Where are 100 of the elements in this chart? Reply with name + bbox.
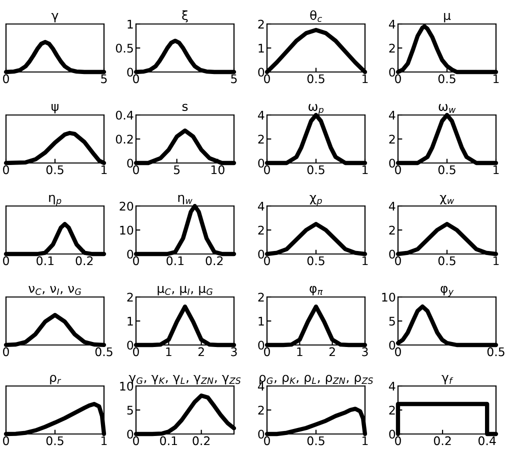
y-tick-label: 2 <box>389 134 395 144</box>
x-tick-label: 0.5 <box>307 256 324 266</box>
chart-title: χ$_{p}$ <box>310 194 322 206</box>
y-tick-label: 1 <box>258 44 264 52</box>
y-tick-label: 0 <box>258 158 264 168</box>
y-tick-label: 4 <box>388 202 396 210</box>
x-tick-label: 1 <box>362 74 368 84</box>
x-tick-label: 0.4 <box>478 436 496 446</box>
x-tick-label: 1 <box>494 74 499 84</box>
x-tick-label: 1 <box>102 436 107 446</box>
y-tick-label: 2 <box>258 292 264 302</box>
y-tick-label: 5 <box>127 406 133 415</box>
y-tick-label: 2 <box>389 406 395 414</box>
y-tick-label: 0.5 <box>116 44 133 53</box>
y-tick-label: 2 <box>258 20 264 28</box>
y-tick-label: 2 <box>258 226 264 234</box>
x-tick-label: 3 <box>231 347 237 356</box>
y-tick-label: 1 <box>258 316 264 326</box>
y-tick-label: 2 <box>389 226 395 234</box>
x-tick-label: 0.2 <box>76 256 93 266</box>
x-tick-label: 0 <box>3 256 9 266</box>
y-tick-label: 0 <box>258 250 264 259</box>
y-tick-label: 2 <box>389 44 395 52</box>
y-tick-label: 0 <box>389 340 396 350</box>
y-tick-label: 2 <box>258 406 264 414</box>
chart-title: γ$_{f}$ <box>442 374 454 384</box>
x-tick-label: 0.5 <box>46 436 64 446</box>
x-tick-label: 0.1 <box>36 256 54 266</box>
y-tick-label: 1 <box>128 316 133 326</box>
x-tick-label: 0.2 <box>206 256 223 266</box>
y-tick-label: 10 <box>120 226 134 235</box>
y-tick-label: 0 <box>258 340 264 350</box>
y-tick-label: 0 <box>127 158 134 168</box>
chart-title: ω$_{w}$ <box>438 104 456 113</box>
x-tick-label: 0.1 <box>160 436 177 446</box>
x-tick-label: 1 <box>102 165 107 174</box>
y-tick-label: 4 <box>258 202 264 210</box>
y-tick-label: 4 <box>388 382 396 390</box>
x-tick-label: 3 <box>362 347 368 356</box>
y-tick-label: 2 <box>127 292 133 302</box>
chart-title: ω$_{p}$ <box>308 104 324 115</box>
x-tick-label: 1 <box>494 256 499 266</box>
x-tick-label: 0.5 <box>307 74 324 84</box>
y-tick-label: 4 <box>388 20 396 28</box>
x-tick-label: 0.5 <box>307 165 324 174</box>
x-tick-label: 0.2 <box>192 436 210 446</box>
chart-title: θ$_{c}$ <box>310 10 322 22</box>
chart-title: μ$_{C}$, μ$_{I}$, μ$_{G}$ <box>158 286 213 296</box>
chart-title: η$_{p}$ <box>49 194 62 206</box>
x-tick-label: 5 <box>231 74 237 84</box>
x-tick-label: 0.5 <box>438 256 456 266</box>
y-tick-label: 5 <box>389 316 395 326</box>
y-tick-label: 10 <box>382 292 396 302</box>
x-tick-label: 0.5 <box>438 74 456 84</box>
x-tick-label: 0.5 <box>307 436 324 446</box>
y-tick-label: 0 <box>127 68 134 77</box>
chart-title: μ <box>444 12 451 22</box>
y-tick-label: 0 <box>389 68 396 77</box>
y-tick-label: 2 <box>258 134 264 144</box>
y-tick-label: 4 <box>258 110 264 120</box>
y-tick-label: 4 <box>388 110 396 120</box>
x-tick-label: 5 <box>101 74 107 84</box>
chart-title: ψ <box>52 104 58 114</box>
x-tick-label: 2 <box>329 347 335 356</box>
x-tick-label: 1 <box>362 256 368 266</box>
x-tick-label: 1 <box>494 165 499 174</box>
y-tick-label: 0 <box>389 250 396 259</box>
x-tick-label: 0 <box>3 436 9 446</box>
x-tick-label: 1 <box>297 347 302 356</box>
y-tick-label: 0 <box>127 340 134 350</box>
x-tick-label: 0.5 <box>438 165 456 174</box>
chart-title: γ <box>51 12 58 22</box>
y-tick-label: 0 <box>389 430 396 439</box>
x-tick-label: 0 <box>3 347 9 356</box>
x-tick-label: 0.1 <box>166 256 184 266</box>
x-tick-label: 0.5 <box>95 347 112 356</box>
y-tick-label: 0.2 <box>116 134 133 144</box>
y-tick-label: 0 <box>389 158 396 168</box>
y-tick-label: 0 <box>258 68 264 77</box>
x-tick-label: 0 <box>3 165 9 174</box>
x-tick-label: 5 <box>174 165 180 174</box>
x-tick-label: 10 <box>211 165 224 174</box>
chart-title: ν$_{C}$, ν$_{I}$, ν$_{G}$ <box>28 286 82 295</box>
x-tick-label: 0 <box>3 74 9 84</box>
chart-title: η$_{w}$ <box>178 194 192 204</box>
x-tick-label: 1 <box>166 347 172 356</box>
y-tick-label: 0 <box>258 430 264 439</box>
chart-title: φ$_{y}$ <box>440 286 454 297</box>
y-tick-label: 20 <box>120 202 134 211</box>
chart-title: ρ$_{r}$ <box>50 374 62 384</box>
chart-title: ξ <box>182 10 188 22</box>
x-tick-label: 1 <box>362 436 368 446</box>
chart-title: χ$_{w}$ <box>440 194 454 204</box>
y-tick-label: 0 <box>127 250 134 259</box>
y-tick-label: 0 <box>127 430 134 439</box>
y-tick-label: 1 <box>128 20 133 28</box>
chart-title: s <box>182 104 188 112</box>
x-tick-label: 1 <box>362 165 368 174</box>
y-tick-label: 0.4 <box>116 110 134 120</box>
x-tick-label: 2 <box>198 347 204 356</box>
